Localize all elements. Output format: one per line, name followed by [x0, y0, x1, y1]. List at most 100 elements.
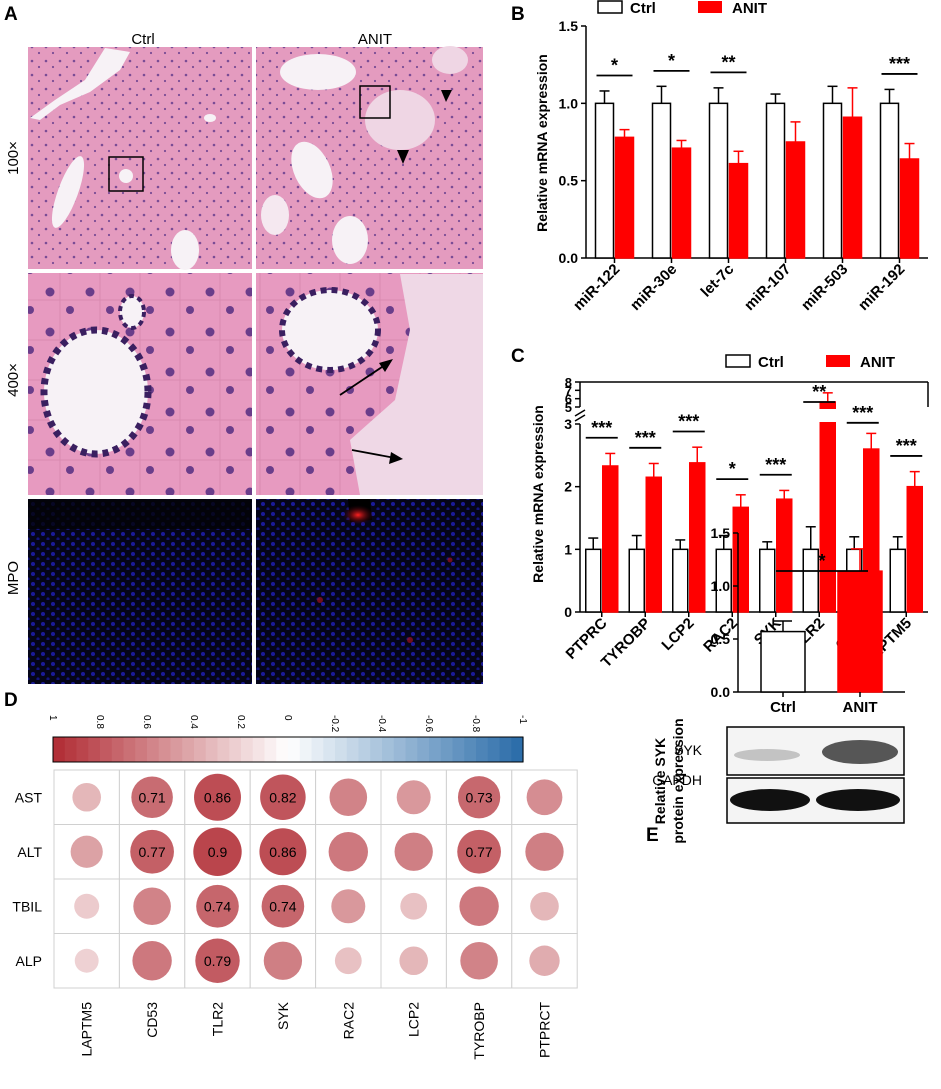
panel-a-col-anit: ANIT [358, 31, 392, 48]
x-tick-label: ANIT [843, 699, 878, 716]
colorbar-segment [194, 737, 207, 762]
bar-ctrl [765, 102, 786, 259]
axis-break-mark [574, 414, 586, 422]
correlation-circle [259, 828, 307, 876]
colorbar-tick-label: 0 [282, 715, 293, 721]
correlation-circle [193, 827, 242, 876]
colorbar-segment [182, 737, 195, 762]
colorbar-segment [405, 737, 418, 762]
correlation-circle [131, 776, 173, 819]
colorbar-segment [429, 737, 442, 762]
panel-d-heatmap: D 1 0.8 0.6 0.4 0.2 0 -0.2 -0.4 -0.6 -0.8 -1 AST 0.7… [4, 690, 578, 1060]
bar-anit [689, 462, 706, 613]
correlation-circle [194, 773, 241, 821]
bar-anit [819, 401, 836, 613]
significance-label: ** [812, 382, 826, 402]
colorbar-segment [229, 737, 242, 762]
blot-band [734, 749, 800, 761]
col-label: TLR2 [210, 1002, 226, 1036]
colorbar-tick-label: -0.4 [376, 715, 387, 733]
y-tick-label: 8 [565, 375, 572, 390]
correlation-value: 0.73 [465, 789, 492, 805]
colorbar-segment [499, 737, 512, 762]
significance-label: * [668, 51, 675, 71]
correlation-value: 0.9 [208, 844, 228, 860]
bar-anit [732, 506, 749, 613]
colorbar-frame [52, 736, 524, 763]
correlation-circle [263, 941, 303, 980]
heatmap-cell [380, 933, 447, 989]
blot-band [730, 789, 810, 811]
bar-ctrl [802, 548, 819, 613]
colorbar-segment [135, 737, 148, 762]
panel-c-letter: C [511, 346, 525, 367]
col-label: LAPTM5 [79, 1002, 95, 1057]
panel-a-letter: A [4, 4, 18, 25]
correlation-circle [133, 887, 171, 926]
panel-e-ylabel-line1: Relative SYK [652, 738, 668, 824]
correlation-value: 0.82 [269, 789, 296, 805]
micrograph-100x-ctrl [28, 47, 252, 270]
significance-label: * [611, 55, 618, 75]
correlation-circle [400, 892, 428, 920]
colorbar-segment [76, 737, 89, 762]
correlation-circle [399, 946, 429, 976]
colorbar-segment [417, 737, 430, 762]
correlation-circle [457, 776, 501, 819]
inset-box [108, 156, 144, 192]
correlation-circle [459, 886, 499, 926]
y-tick-label: 2 [564, 479, 572, 495]
colorbar-segment [487, 737, 501, 762]
correlation-circle [529, 945, 560, 976]
bar-ctrl [889, 548, 906, 613]
y-tick-label: 0.5 [559, 173, 579, 189]
bar-anit [899, 158, 920, 259]
x-tick-label: let-7c [698, 261, 738, 301]
row-label: AST [15, 789, 43, 805]
correlation-circle [530, 891, 559, 921]
bar-break-gap [817, 409, 839, 422]
col-label: LCP2 [406, 1002, 422, 1037]
y-tick-label: 6 [565, 392, 572, 407]
colorbar-segment [276, 737, 289, 762]
colorbar-tick-label: -0.6 [423, 715, 434, 733]
correlation-circle [74, 893, 100, 919]
colorbar-segment [241, 737, 254, 762]
correlation-circle [70, 835, 103, 868]
colorbar-segment [111, 737, 125, 762]
correlation-value: 0.79 [204, 953, 231, 969]
colorbar-segment [476, 737, 489, 762]
correlation-circle [132, 941, 172, 981]
correlation-circle [195, 938, 240, 983]
micrograph-400x-ctrl [28, 273, 252, 495]
correlation-circle [331, 889, 366, 924]
correlation-circle [260, 774, 306, 821]
bar-anit [906, 485, 923, 613]
correlation-circle [130, 829, 174, 874]
correlation-circle [328, 832, 368, 872]
colorbar-segment [382, 737, 395, 762]
blot-band [822, 740, 898, 764]
colorbar-segment [323, 737, 336, 762]
bar-anit [671, 147, 692, 259]
blot-band [816, 789, 900, 811]
correlation-circle [196, 884, 239, 928]
western-blot: SYK GAPDH [652, 726, 905, 824]
y-tick-label: 1.5 [711, 525, 731, 541]
bar-anit [614, 136, 635, 259]
y-tick-label: 3 [564, 416, 572, 432]
significance-label: *** [896, 436, 917, 456]
y-tick-label: 0 [564, 604, 572, 620]
legend-label-ctrl: Ctrl [758, 354, 784, 371]
colorbar-tick-label: -1 [517, 715, 528, 724]
panel-d-letter: D [4, 690, 18, 711]
colorbar-tick-label: -0.8 [470, 715, 481, 733]
correlation-circle [334, 947, 362, 975]
panel-e-ylabel-line2: protein expression [670, 718, 686, 843]
significance-label: *** [678, 412, 699, 432]
legend-swatch-ctrl [597, 0, 623, 14]
bar-ctrl [651, 102, 672, 259]
bar-ctrl [672, 548, 689, 613]
significance-label: * [818, 551, 825, 571]
col-label: PTPRCT [537, 1002, 553, 1058]
